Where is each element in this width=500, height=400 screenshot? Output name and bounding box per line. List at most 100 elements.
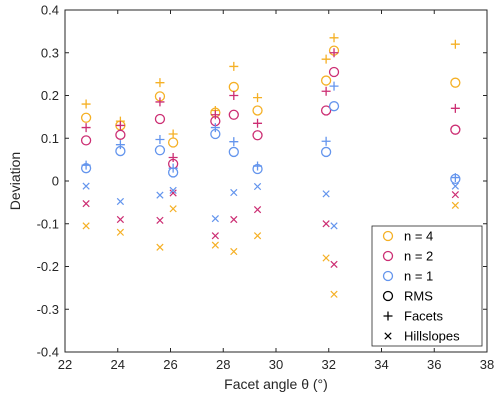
- facets-point: [155, 78, 165, 88]
- facets-point: [81, 160, 91, 170]
- y-tick-label: -0.2: [37, 259, 59, 274]
- x-tick-label: 30: [269, 357, 283, 372]
- hillslopes-point: [253, 206, 262, 214]
- y-tick-label: -0.4: [37, 345, 59, 360]
- hillslopes-point: [82, 200, 90, 208]
- y-tick-label: -0.1: [37, 216, 59, 231]
- hillslopes-point: [211, 214, 219, 223]
- hillslopes-point: [156, 191, 164, 199]
- x-axis-label: Facet angle θ (°): [224, 376, 328, 392]
- facets-point: [210, 123, 220, 133]
- legend-symbol-circle: [382, 270, 394, 282]
- facets-point: [253, 161, 263, 171]
- hillslopes-point: [322, 190, 330, 198]
- facets-point: [115, 120, 125, 130]
- hillslopes-point: [211, 232, 219, 240]
- rms-point: [228, 81, 239, 93]
- y-axis-label: Deviation: [7, 152, 23, 210]
- hillslopes-point: [116, 197, 125, 206]
- facets-point: [329, 33, 339, 43]
- hillslopes-point: [322, 254, 330, 262]
- rms-point: [167, 137, 179, 148]
- rms-point: [320, 105, 332, 116]
- facets-point: [168, 129, 178, 139]
- facets-point: [329, 81, 339, 91]
- legend-symbol-circle: [382, 290, 394, 302]
- rms-point: [228, 146, 239, 158]
- hillslopes-point: [156, 243, 164, 251]
- rms-point: [320, 146, 332, 158]
- facets-point: [81, 99, 91, 109]
- hillslopes-point: [330, 290, 338, 298]
- y-tick-label: 0.1: [41, 131, 59, 146]
- rms-point: [228, 109, 239, 120]
- y-tick-label: 0.2: [41, 88, 59, 103]
- facets-point: [321, 136, 331, 146]
- facets-point: [450, 173, 460, 183]
- legend-symbol-circle: [382, 230, 394, 242]
- legend-symbol-cross: [384, 332, 392, 340]
- facets-point: [229, 61, 239, 71]
- hillslopes-point: [211, 241, 219, 249]
- hillslopes-point: [169, 205, 177, 213]
- hillslopes-point: [322, 220, 330, 228]
- legend-label: RMS: [404, 289, 433, 304]
- hillslopes-point: [451, 201, 459, 209]
- facets-point: [81, 123, 91, 133]
- rms-point: [450, 77, 461, 88]
- facets-point: [329, 48, 339, 58]
- facets-point: [155, 97, 165, 107]
- facets-point: [168, 152, 178, 162]
- hillslopes-point: [169, 186, 177, 195]
- hillslopes-point: [82, 222, 90, 230]
- facets-point: [321, 54, 331, 64]
- y-tick-label: 0: [52, 174, 59, 189]
- hillslopes-point: [116, 228, 125, 236]
- x-tick-label: 22: [58, 357, 72, 372]
- x-tick-label: 24: [111, 357, 125, 372]
- y-tick-label: 0.4: [41, 3, 59, 18]
- legend-label: Facets: [404, 309, 444, 324]
- legend-symbol-plus: [383, 311, 393, 321]
- x-tick-label: 36: [427, 357, 441, 372]
- rms-point: [320, 75, 332, 86]
- rms-point: [450, 124, 461, 135]
- legend: n = 4 n = 2 n = 1 RMS Facets Hillslopes: [371, 225, 483, 347]
- facets-point: [155, 135, 165, 145]
- facets-point: [115, 140, 125, 150]
- facets-point: [321, 86, 331, 96]
- rms-point: [328, 101, 340, 112]
- x-tick-label: 28: [216, 357, 230, 372]
- hillslopes-point: [82, 182, 90, 190]
- legend-label: n = 2: [404, 249, 433, 264]
- hillslopes-point: [230, 215, 238, 224]
- y-tick-label: 0.3: [41, 45, 59, 60]
- hillslopes-point: [116, 215, 125, 224]
- axis-ticks: 22 24 26 28 30 32 34 36 38 -0.4 -0.3 -0.2 -0.1 0 0.1 0.…: [37, 3, 495, 373]
- facets-point: [168, 163, 178, 173]
- rms-point: [328, 66, 340, 78]
- legend-label: n = 4: [404, 229, 433, 244]
- hillslopes-point: [330, 260, 338, 268]
- rms-point: [154, 145, 166, 156]
- x-tick-label: 32: [322, 357, 336, 372]
- facets-point: [450, 103, 460, 113]
- facets-point: [253, 118, 263, 128]
- rms-point: [115, 129, 126, 140]
- hillslopes-point: [156, 216, 164, 224]
- hillslopes-point: [330, 222, 338, 230]
- rms-point: [80, 135, 92, 146]
- legend-box: [371, 225, 483, 347]
- legend-symbol-circle: [382, 250, 394, 262]
- facets-point: [210, 110, 220, 120]
- hillslopes-point: [253, 182, 262, 191]
- facets-point: [253, 93, 263, 103]
- rms-point: [80, 112, 92, 123]
- hillslopes-point: [169, 189, 177, 197]
- y-tick-label: -0.3: [37, 302, 59, 317]
- legend-label: n = 1: [404, 269, 433, 284]
- x-tick-label: 26: [163, 357, 177, 372]
- hillslopes-point: [451, 191, 459, 199]
- data-marks: [80, 33, 461, 298]
